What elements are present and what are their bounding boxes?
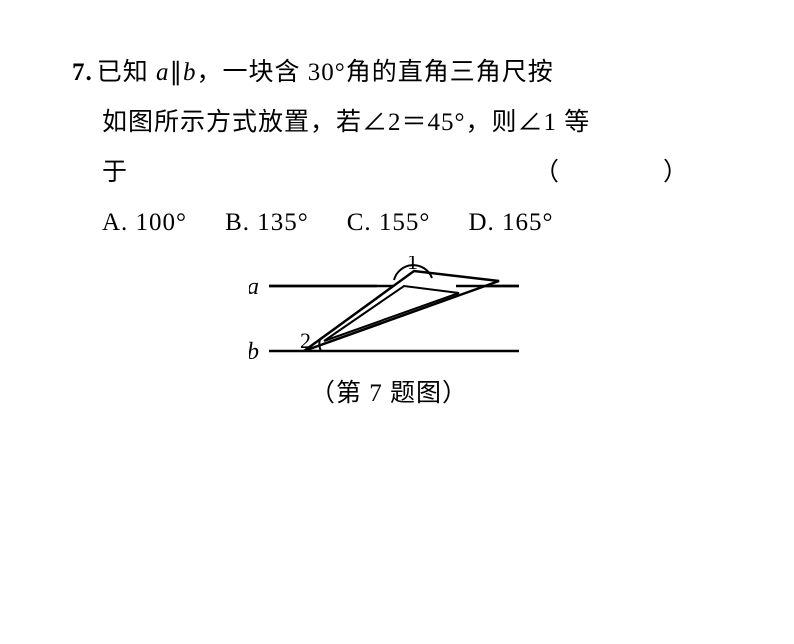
label-a: a <box>249 274 259 300</box>
option-b: B. 135° <box>225 198 309 248</box>
question-text-2: 如图所示方式放置，若∠2＝45°，则∠1 等 <box>102 98 590 148</box>
question-line-1: 7. 已知 a∥b，一块含 30°角的直角三角尺按 <box>72 48 706 98</box>
figure: a b 1 2 （第 7 题图） <box>249 256 529 409</box>
question-text-1: 已知 a∥b，一块含 30°角的直角三角尺按 <box>97 48 706 98</box>
figure-container: a b 1 2 （第 7 题图） <box>72 256 706 409</box>
angle2-label: 2 <box>300 328 311 353</box>
figure-caption: （第 7 题图） <box>249 373 529 409</box>
option-a: A. 100° <box>102 198 187 248</box>
question-number: 7. <box>72 48 93 98</box>
angle1-label: 1 <box>407 256 418 274</box>
question-line-2: 如图所示方式放置，若∠2＝45°，则∠1 等 <box>72 98 706 148</box>
outer-triangle <box>304 271 499 351</box>
geometry-diagram: a b 1 2 <box>249 256 529 371</box>
question-line-3: 于 （ ） <box>72 148 706 198</box>
question-text-3: 于 <box>102 148 128 198</box>
label-b: b <box>249 339 259 365</box>
answer-blank: （ ） <box>534 148 706 198</box>
option-d: D. 165° <box>468 198 553 248</box>
option-c: C. 155° <box>347 198 431 248</box>
options-row: A. 100° B. 135° C. 155° D. 165° <box>72 198 706 248</box>
